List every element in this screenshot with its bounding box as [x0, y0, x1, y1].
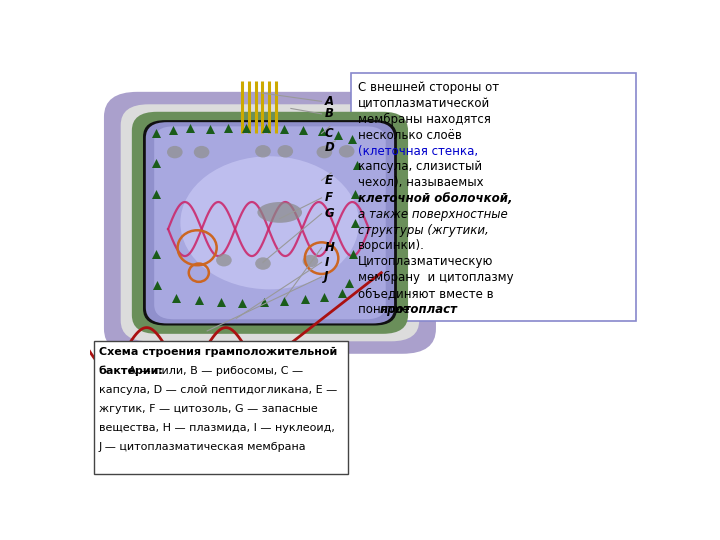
Point [151, 281, 163, 289]
Ellipse shape [302, 255, 318, 267]
Text: а также поверхностные: а также поверхностные [358, 208, 508, 221]
Point [150, 129, 161, 138]
Point [348, 249, 359, 258]
Point [215, 298, 227, 306]
Point [150, 249, 161, 258]
Text: мембраны находятся: мембраны находятся [358, 113, 491, 126]
Ellipse shape [317, 146, 332, 158]
Point [204, 125, 216, 133]
Point [351, 160, 362, 169]
Point [333, 130, 344, 139]
Point [258, 298, 270, 306]
Text: D: D [324, 141, 334, 154]
Text: E: E [324, 174, 333, 187]
Point [167, 126, 179, 134]
Text: понятие: понятие [358, 302, 413, 316]
Text: Цитоплазматическую: Цитоплазматическую [358, 255, 493, 268]
Point [299, 295, 310, 303]
Text: бактерии:: бактерии: [99, 366, 164, 376]
Point [318, 293, 330, 301]
Text: вещества, H — плазмида, I — нуклеоид,: вещества, H — плазмида, I — нуклеоид, [99, 423, 335, 433]
Point [150, 190, 161, 198]
Text: J — цитоплазматическая мембрана: J — цитоплазматическая мембрана [99, 442, 307, 453]
Point [346, 134, 358, 143]
Point [349, 190, 361, 198]
Ellipse shape [216, 254, 232, 266]
Text: ворсинки).: ворсинки). [358, 239, 425, 252]
Text: жгутик, F — цитозоль, G — запасные: жгутик, F — цитозоль, G — запасные [99, 404, 318, 414]
Point [222, 124, 234, 132]
FancyBboxPatch shape [121, 104, 419, 341]
Point [297, 126, 309, 134]
Ellipse shape [181, 156, 359, 289]
Text: C: C [324, 127, 333, 140]
FancyBboxPatch shape [94, 341, 348, 474]
Ellipse shape [277, 145, 293, 158]
Text: объединяют вместе в: объединяют вместе в [358, 287, 493, 300]
FancyBboxPatch shape [145, 122, 394, 323]
Point [279, 125, 290, 133]
FancyBboxPatch shape [351, 73, 636, 321]
Point [193, 295, 204, 304]
Point [349, 219, 361, 227]
Ellipse shape [339, 145, 354, 158]
Point [336, 288, 348, 297]
Ellipse shape [255, 258, 271, 270]
Point [343, 279, 355, 287]
Text: чехол), называемых: чехол), называемых [358, 176, 483, 189]
Text: капсула, слизистый: капсула, слизистый [358, 160, 482, 173]
Text: F: F [324, 191, 333, 204]
Text: J: J [324, 271, 329, 284]
Text: цитоплазматической: цитоплазматической [358, 97, 490, 110]
Text: капсула, D — слой пептидогликана, E —: капсула, D — слой пептидогликана, E — [99, 385, 337, 395]
Text: С внешней стороны от: С внешней стороны от [358, 82, 499, 94]
Text: клеточной оболочкой,: клеточной оболочкой, [358, 192, 513, 205]
Point [184, 124, 196, 133]
Point [260, 124, 271, 133]
Ellipse shape [258, 202, 302, 223]
FancyBboxPatch shape [104, 92, 436, 354]
Text: I: I [324, 256, 329, 269]
Point [150, 158, 161, 167]
Text: G: G [324, 207, 334, 220]
Text: (клеточная стенка,: (клеточная стенка, [358, 145, 478, 158]
FancyBboxPatch shape [132, 112, 408, 334]
Text: H: H [324, 241, 334, 254]
FancyBboxPatch shape [143, 120, 397, 326]
Text: мембрану  и цитоплазму: мембрану и цитоплазму [358, 271, 513, 284]
FancyBboxPatch shape [154, 126, 386, 319]
Text: B: B [324, 107, 333, 120]
Point [279, 296, 290, 305]
Text: A: A [324, 95, 333, 108]
Text: Схема строения грамположительной: Схема строения грамположительной [99, 347, 337, 357]
Ellipse shape [167, 146, 183, 158]
Ellipse shape [255, 145, 271, 158]
Text: протопласт: протопласт [379, 302, 457, 316]
Text: структуры (жгутики,: структуры (жгутики, [358, 224, 489, 237]
Point [236, 298, 248, 307]
Point [240, 124, 252, 132]
Text: несколько слоёв: несколько слоёв [358, 129, 462, 142]
Text: А — пили, В — рибосомы, С —: А — пили, В — рибосомы, С — [125, 366, 303, 376]
Ellipse shape [194, 146, 210, 158]
Point [316, 127, 328, 136]
Point [171, 293, 182, 302]
